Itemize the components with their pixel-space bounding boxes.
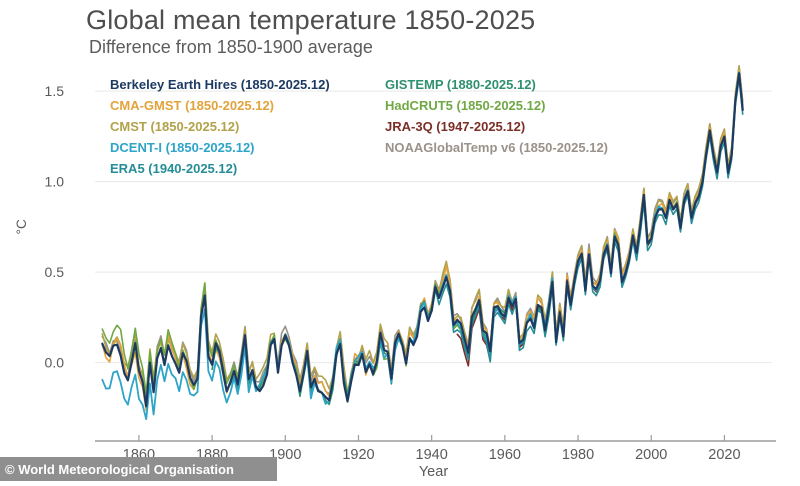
page-title: Global mean temperature 1850-2025 (86, 5, 536, 35)
watermark-text: © World Meteorological Organisation (5, 461, 234, 477)
series-line-jra-3q (456, 72, 744, 367)
x-axis-title: Year (419, 464, 448, 480)
x-tick-label-1980: 1980 (562, 447, 594, 463)
x-tick-label-1900: 1900 (269, 447, 301, 463)
y-tick-label-0.5: 0.5 (45, 264, 65, 280)
x-tick-label-2000: 2000 (635, 447, 667, 463)
page-subtitle: Difference from 1850-1900 average (89, 37, 373, 57)
y-axis-title: °C (14, 219, 29, 234)
watermark-bar: © World Meteorological Organisation (0, 457, 277, 481)
y-tick-label-1.0: 1.0 (45, 174, 65, 190)
series-line-era5 (430, 77, 744, 363)
series-line-berkeley-earth-hires (101, 72, 744, 408)
x-tick-label-2020: 2020 (708, 447, 740, 463)
y-tick-label-0.0: 0.0 (45, 355, 65, 371)
x-tick-label-1960: 1960 (489, 447, 521, 463)
x-tick-label-1920: 1920 (342, 447, 374, 463)
x-tick-label-1940: 1940 (416, 447, 448, 463)
y-tick-label-1.5: 1.5 (45, 83, 65, 99)
